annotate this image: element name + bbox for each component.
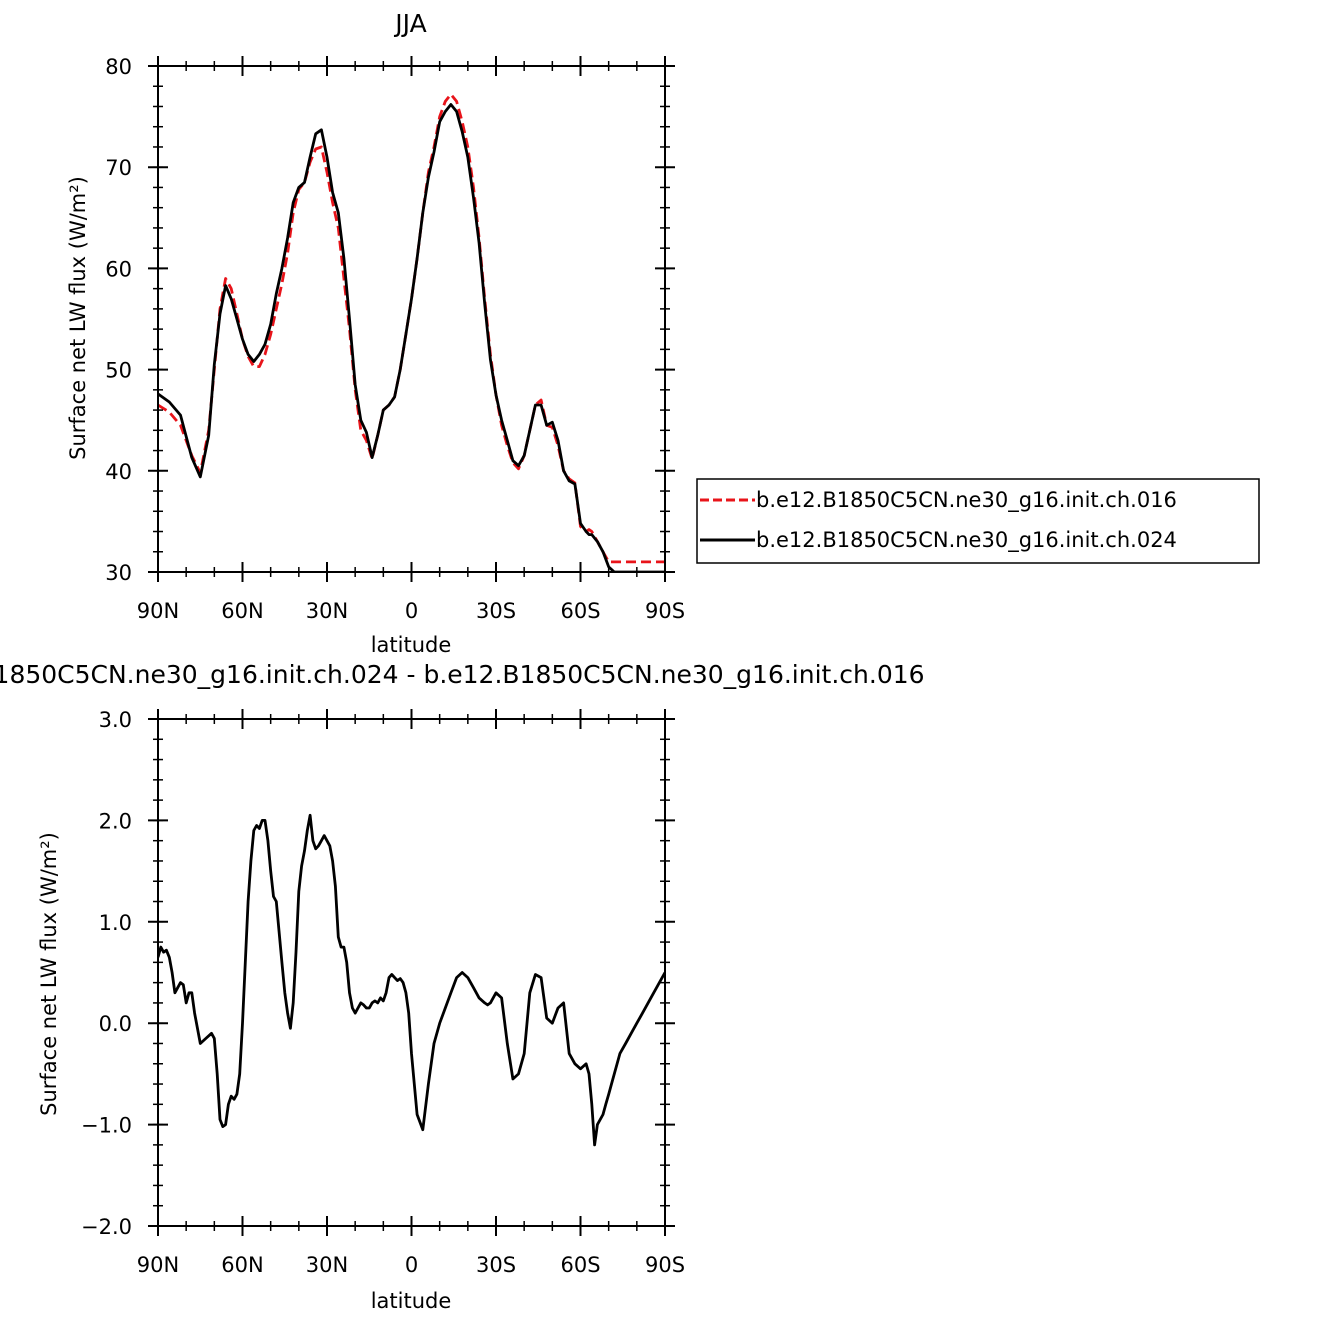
bottom-x-axis-label: latitude: [371, 1289, 452, 1313]
bottom-x-tick-label: 60N: [221, 1253, 263, 1277]
top-x-tick-label: 60S: [560, 599, 600, 623]
top-plot-frame: [157, 65, 666, 573]
top-x-tick-label: 0: [405, 599, 418, 623]
top-plot-area: 90N 60N 30N 0 30S 60S 90S 30 40 50 60 70 80: [105, 55, 685, 623]
legend-label-series-024: b.e12.B1850C5CN.ne30_g16.init.ch.024: [756, 528, 1177, 553]
bottom-series-line-1: [158, 813, 665, 1147]
bottom-x-tick-label: 60S: [560, 1253, 600, 1277]
top-panel: JJA 90N 60N 30N 0 30S 60S 90S 30 40 50 60 70 80 lati…: [66, 9, 1260, 657]
bottom-y-tick-label: 3.0: [99, 708, 132, 732]
top-x-tick-label: 90N: [137, 599, 179, 623]
bottom-x-tick-label: 30N: [306, 1253, 348, 1277]
top-x-axis-label: latitude: [371, 633, 452, 657]
top-series-line-1: [158, 92, 665, 564]
legend: b.e12.B1850C5CN.ne30_g16.init.ch.016 b.e…: [696, 478, 1260, 564]
bottom-y-tick-label: −2.0: [81, 1215, 132, 1239]
top-chart-title: JJA: [393, 9, 426, 38]
top-x-tick-label: 90S: [645, 599, 685, 623]
top-x-tick-label: 60N: [221, 599, 263, 623]
top-x-tick-label: 30S: [476, 599, 516, 623]
bottom-y-tick-label: 1.0: [99, 911, 132, 935]
bottom-y-axis-label: Surface net LW flux (W/m²): [37, 832, 61, 1116]
bottom-panel: b.e12.B1850C5CN.ne30_g16.init.ch.024 - b…: [0, 660, 925, 1313]
top-y-tick-label: 30: [105, 561, 132, 585]
bottom-x-tick-label: 90N: [137, 1253, 179, 1277]
bottom-plot-frame: [157, 718, 666, 1227]
top-y-tick-label: 40: [105, 460, 132, 484]
bottom-y-tick-label: 2.0: [99, 809, 132, 833]
top-y-tick-label: 60: [105, 257, 132, 281]
top-y-axis-label: Surface net LW flux (W/m²): [66, 176, 90, 460]
top-y-tick-label: 50: [105, 359, 132, 383]
top-x-tick-label: 30N: [306, 599, 348, 623]
top-y-tick-label: 70: [105, 156, 132, 180]
legend-box: [696, 478, 1260, 564]
bottom-y-tick-label: 0.0: [99, 1012, 132, 1036]
bottom-chart-title: b.e12.B1850C5CN.ne30_g16.init.ch.024 - b…: [0, 660, 925, 689]
bottom-x-tick-label: 90S: [645, 1253, 685, 1277]
legend-label-series-016: b.e12.B1850C5CN.ne30_g16.init.ch.016: [756, 488, 1177, 513]
top-series-line-2: [158, 103, 665, 572]
bottom-x-tick-label: 0: [405, 1253, 418, 1277]
top-y-tick-label: 80: [105, 55, 132, 79]
bottom-x-tick-label: 30S: [476, 1253, 516, 1277]
bottom-plot-area: 90N 60N 30N 0 30S 60S 90S −2.0 −1.0 0.0 1.0 2.0 3.0: [81, 708, 685, 1277]
bottom-y-tick-label: −1.0: [81, 1114, 132, 1138]
